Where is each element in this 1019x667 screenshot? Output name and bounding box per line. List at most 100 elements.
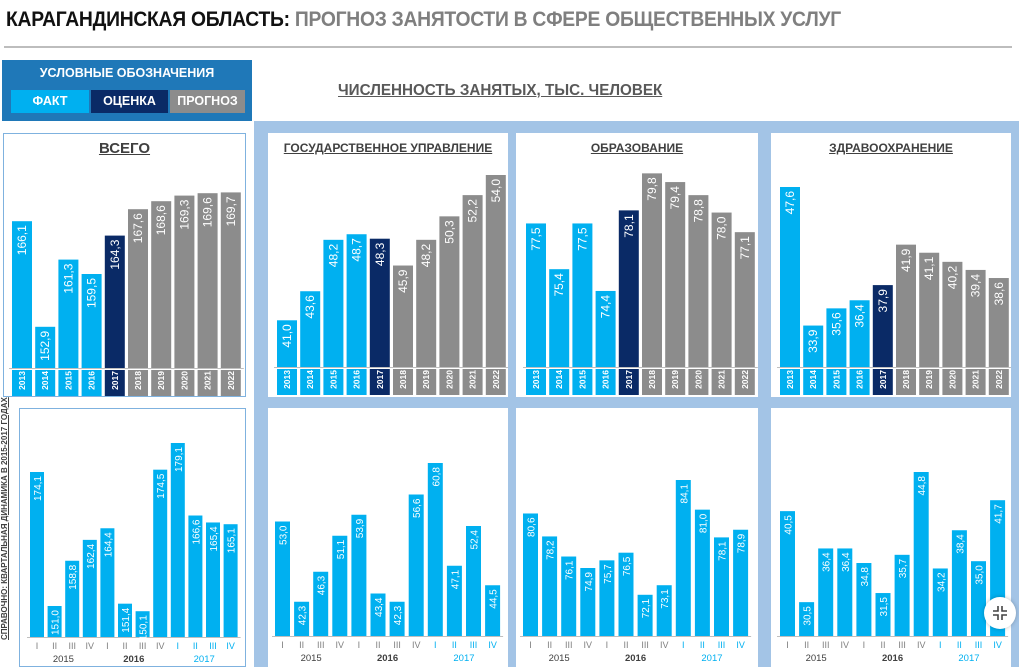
bar	[275, 521, 290, 636]
category-tick-label: 2022	[740, 370, 750, 389]
bar-value-label: 48,3	[373, 242, 387, 266]
bar	[919, 252, 940, 367]
category-label-box	[197, 370, 218, 396]
bar-value-label: 79,8	[645, 177, 659, 201]
bar-value-label: 72,1	[641, 598, 652, 618]
category-label-box	[220, 370, 241, 396]
bar-value-label: 169,3	[177, 199, 191, 229]
category-tick-label: 2016	[87, 371, 97, 390]
category-label-box	[104, 370, 125, 396]
quarter-tick-label: III	[317, 640, 325, 650]
category-label-box	[780, 369, 800, 395]
category-tick-label: 2020	[693, 370, 703, 389]
bar	[688, 195, 709, 367]
category-tick-label: 2016	[855, 370, 865, 389]
bar	[294, 601, 310, 636]
quarter-tick-label: IV	[156, 641, 165, 651]
bar-value-label: 151,0	[51, 610, 62, 635]
quarter-tick-label: II	[623, 640, 628, 650]
year-group-label: 2015	[549, 653, 570, 664]
quarter-tick-label: I	[939, 640, 942, 650]
bar-value-label: 48,2	[326, 244, 340, 268]
bar-value-label: 80,6	[527, 517, 538, 537]
bar-value-label: 161,3	[61, 263, 75, 293]
legend-title: УСЛОВНЫЕ ОБОЗНАЧЕНИЯ	[39, 66, 215, 80]
category-label-box	[803, 369, 824, 395]
category-label-box	[300, 369, 321, 395]
bar-value-label: 56,6	[412, 498, 423, 518]
category-tick-label: 2018	[133, 371, 143, 390]
bar	[206, 522, 220, 637]
bar-value-label: 84,1	[679, 484, 690, 504]
quarter-tick-label: I	[606, 640, 609, 650]
category-tick-label: 2015	[63, 371, 73, 390]
category-label-box	[346, 369, 367, 395]
bar	[580, 568, 596, 636]
bar	[174, 195, 195, 368]
category-tick-label: 2017	[375, 370, 385, 389]
category-label-box	[58, 370, 79, 396]
category-label-box	[919, 369, 940, 395]
collapse-button[interactable]	[984, 597, 1016, 629]
category-tick-label: 2022	[994, 370, 1004, 389]
category-tick-label: 2017	[110, 371, 120, 390]
category-tick-label: 2017	[878, 370, 888, 389]
bar-value-label: 167,6	[131, 213, 145, 243]
quarter-tick-label: IV	[86, 641, 95, 651]
bar	[197, 193, 218, 368]
bar	[408, 494, 424, 636]
bar-value-label: 60,8	[431, 467, 442, 487]
bar	[118, 603, 132, 637]
year-group-label: 2015	[301, 653, 322, 664]
panel-title-education: ОБРАЗОВАНИЕ	[590, 141, 684, 155]
category-tick-label: 2013	[17, 371, 27, 390]
bar-value-label: 35,6	[829, 312, 843, 336]
year-group-label: 2017	[958, 653, 979, 664]
bar	[151, 201, 172, 368]
category-tick-label: 2014	[305, 370, 315, 389]
quarter-tick-label: II	[375, 640, 380, 650]
bar-value-label: 151,4	[121, 607, 132, 632]
bar-value-label: 34,8	[860, 567, 871, 587]
year-group-label: 2015	[53, 654, 74, 665]
bar-chart: 40,5I30,5II36,4III36,4IV34,8I31,5II35,7I…	[777, 472, 1009, 664]
bar-value-label: 45,9	[396, 269, 410, 293]
quarter-tick-label: II	[452, 640, 457, 650]
bar	[220, 192, 241, 368]
quarter-tick-label: II	[880, 640, 885, 650]
bar-value-label: 47,6	[783, 191, 797, 215]
quarter-tick-label: I	[682, 640, 685, 650]
panel-title-healthcare: ЗДРАВООХРАНЕНИЕ	[829, 141, 953, 155]
legend-item-estimate: ОЦЕНКА	[91, 90, 168, 113]
legend-item-fact: ФАКТ	[11, 90, 89, 113]
quarter-tick-label: III	[822, 640, 830, 650]
category-label-box	[618, 369, 639, 395]
category-label-box	[526, 369, 546, 395]
quarter-tick-label: IV	[584, 640, 593, 650]
category-tick-label: 2019	[670, 370, 680, 389]
category-tick-label: 2014	[40, 371, 50, 390]
quarter-tick-label: III	[68, 641, 76, 651]
quarter-tick-label: II	[700, 640, 705, 650]
bar-value-label: 41,0	[280, 324, 294, 348]
category-tick-label: 2019	[421, 370, 431, 389]
bar	[875, 593, 891, 636]
bar	[427, 463, 443, 636]
year-group-label: 2016	[123, 654, 144, 665]
bar-value-label: 164,3	[108, 239, 122, 269]
bar	[837, 548, 853, 636]
bar-chart: 41,0 2013 43,6 2014 48,2 2015 48,7 2016 48,3 2017…	[274, 175, 508, 395]
bar	[389, 601, 405, 636]
category-tick-label: 2021	[971, 370, 981, 389]
category-label-box	[988, 369, 1009, 395]
bar	[346, 234, 367, 367]
bar	[803, 325, 824, 367]
year-group-label: 2017	[701, 653, 722, 664]
page-title-region: КАРАГАНДИНСКАЯ ОБЛАСТЬ:	[6, 8, 290, 31]
bar-value-label: 166,6	[191, 519, 202, 544]
quarter-tick-label: I	[529, 640, 532, 650]
category-label-box	[369, 369, 390, 395]
category-label-box	[642, 369, 662, 395]
bar-value-label: 36,4	[822, 552, 833, 572]
category-tick-label: 2018	[901, 370, 911, 389]
